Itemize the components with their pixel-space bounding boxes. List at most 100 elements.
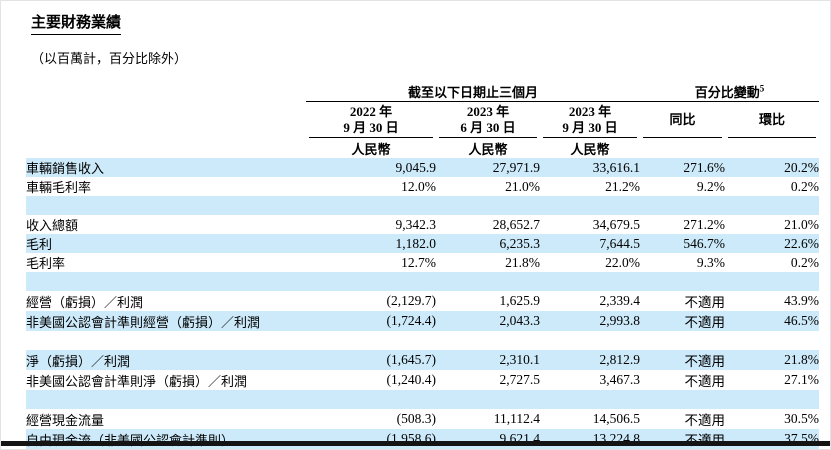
date-year: 2023 年 (466, 104, 510, 119)
date-year: 2023 年 (568, 104, 612, 119)
cell-value: (1,958.6) (386, 431, 437, 446)
table-row: 非美國公認會計準則經營（虧損）／利潤 (1,724.4) 2,043.3 2,9… (26, 311, 820, 331)
group-header-row: 截至以下日期止三個月 百分比變動5 (26, 83, 820, 102)
row-label: 毛利率 (26, 256, 66, 271)
cell-value: 33,616.1 (592, 159, 641, 175)
cell-value: 3,467.3 (599, 372, 641, 387)
separator-row (26, 390, 820, 409)
cell-value: (1,724.4) (386, 313, 437, 328)
cell-value: 2,043.3 (499, 313, 541, 328)
pct-change-label: 百分比變動 (694, 85, 760, 100)
cell-value: 1,182.0 (395, 235, 437, 251)
cell-value: 9,342.3 (395, 216, 437, 232)
header-spacer (26, 102, 306, 138)
page-bottom-edge (1, 441, 830, 446)
cell-value: 不適用 (640, 429, 726, 449)
row-label: 毛利 (26, 237, 53, 252)
cell-value: 不適用 (684, 354, 726, 369)
date-day: 9 月 30 日 (562, 120, 618, 135)
cell-value: 12.0% (401, 178, 436, 194)
row-label: 車輛銷售收入 (26, 161, 105, 176)
cell-value: 43.9% (784, 293, 820, 308)
cell-value: 21.8% (784, 352, 820, 367)
cell-value: 271.6% (683, 159, 726, 175)
table-row: 經營（虧損）／利潤 (2,129.7) 1,625.9 2,339.4 不適用 … (26, 291, 819, 311)
col-header-yoy: 同比 (640, 102, 725, 138)
currency-header-row: 人民幣 人民幣 人民幣 (26, 138, 819, 158)
cell-value: 9,045.9 (395, 159, 437, 175)
cell-value: 0.2% (790, 178, 820, 194)
cell-value: 0.2% (790, 254, 820, 270)
cell-value: 271.2% (683, 216, 726, 232)
pct-change-group-header-cell: 百分比變動5 (640, 83, 820, 102)
cell-value: 6,235.3 (499, 235, 541, 251)
header-spacer (725, 138, 819, 158)
row-label: 淨（虧損）／利潤 (26, 353, 131, 369)
footnote-marker: 5 (759, 83, 765, 94)
period-group-header: 截至以下日期止三個月 (306, 85, 641, 102)
currency-label: 人民幣 (351, 141, 391, 157)
cell-value: 14,506.5 (592, 411, 641, 426)
cell-value: 27,971.9 (492, 159, 540, 175)
cell-value: 2,339.4 (599, 293, 641, 308)
cell-value: 2,310.1 (499, 352, 541, 367)
cell-value: 7,644.5 (599, 235, 641, 251)
header-spacer (26, 138, 306, 158)
date-day: 6 月 30 日 (460, 120, 516, 135)
header-spacer (640, 138, 725, 158)
cell-value: 21.0% (505, 178, 540, 194)
separator-cell (26, 331, 819, 350)
separator-cell (26, 390, 819, 409)
table-row: 經營現金流量 (508.3) 11,112.4 14,506.5 不適用 30.… (26, 409, 819, 429)
separator-row (26, 272, 820, 291)
date-day: 9 月 30 日 (343, 120, 399, 135)
table-row: 淨（虧損）／利潤 (1,645.7) 2,310.1 2,812.9 不適用 2… (26, 350, 820, 370)
cell-value: 12.7% (401, 254, 436, 270)
cell-value: 9,621.4 (499, 431, 541, 446)
cell-value: 不適用 (684, 374, 726, 389)
cell-value: 546.7% (683, 235, 726, 251)
cell-value: 27.1% (784, 372, 820, 387)
cell-value: (508.3) (396, 411, 436, 426)
row-label: 經營（虧損）／利潤 (26, 294, 144, 310)
row-label: 收入總額 (26, 218, 79, 233)
header-spacer (26, 83, 306, 102)
date-year: 2022 年 (349, 104, 393, 119)
period-group-header-cell: 截至以下日期止三個月 (306, 83, 641, 102)
cell-value: 11,112.4 (493, 411, 540, 426)
cell-value: 9.3% (696, 254, 726, 270)
cell-value: 21.8% (505, 254, 540, 270)
cell-value: 不適用 (684, 413, 726, 428)
table-row: 毛利 1,182.0 6,235.3 7,644.5 546.7% 22.6% (26, 234, 820, 253)
currency-label: 人民幣 (570, 141, 610, 157)
separator-cell (26, 196, 819, 215)
cell-value: 2,993.8 (599, 313, 641, 328)
cell-value: 2,727.5 (499, 372, 541, 387)
cell-value: 34,679.5 (592, 216, 641, 232)
cell-value: 22.0% (605, 254, 641, 270)
units-note: （以百萬計，百分比除外） (31, 51, 188, 66)
cell-value: 13,224.8 (592, 431, 641, 446)
cell-value: 9.2% (696, 178, 726, 194)
pct-change-group-header: 百分比變動5 (640, 83, 820, 102)
cell-value: 不適用 (684, 315, 726, 330)
separator-row (26, 331, 819, 350)
cell-value: 21.0% (784, 216, 820, 232)
page-title: 主要財務業績 (31, 11, 122, 35)
cell-value: 37.5% (784, 431, 820, 446)
cell-value: (2,129.7) (386, 293, 437, 308)
cell-value: 1,625.9 (499, 293, 541, 308)
table-body: 車輛銷售收入 9,045.9 27,971.9 33,616.1 271.6% … (26, 158, 820, 449)
cell-value: 21.2% (605, 178, 641, 194)
col-header-qoq: 環比 (725, 102, 819, 138)
row-label: 非美國公認會計準則經營（虧損）／利潤 (26, 314, 261, 330)
row-label: 經營現金流量 (26, 412, 105, 428)
cell-value: 2,812.9 (599, 352, 641, 367)
row-label: 車輛毛利率 (26, 180, 92, 195)
